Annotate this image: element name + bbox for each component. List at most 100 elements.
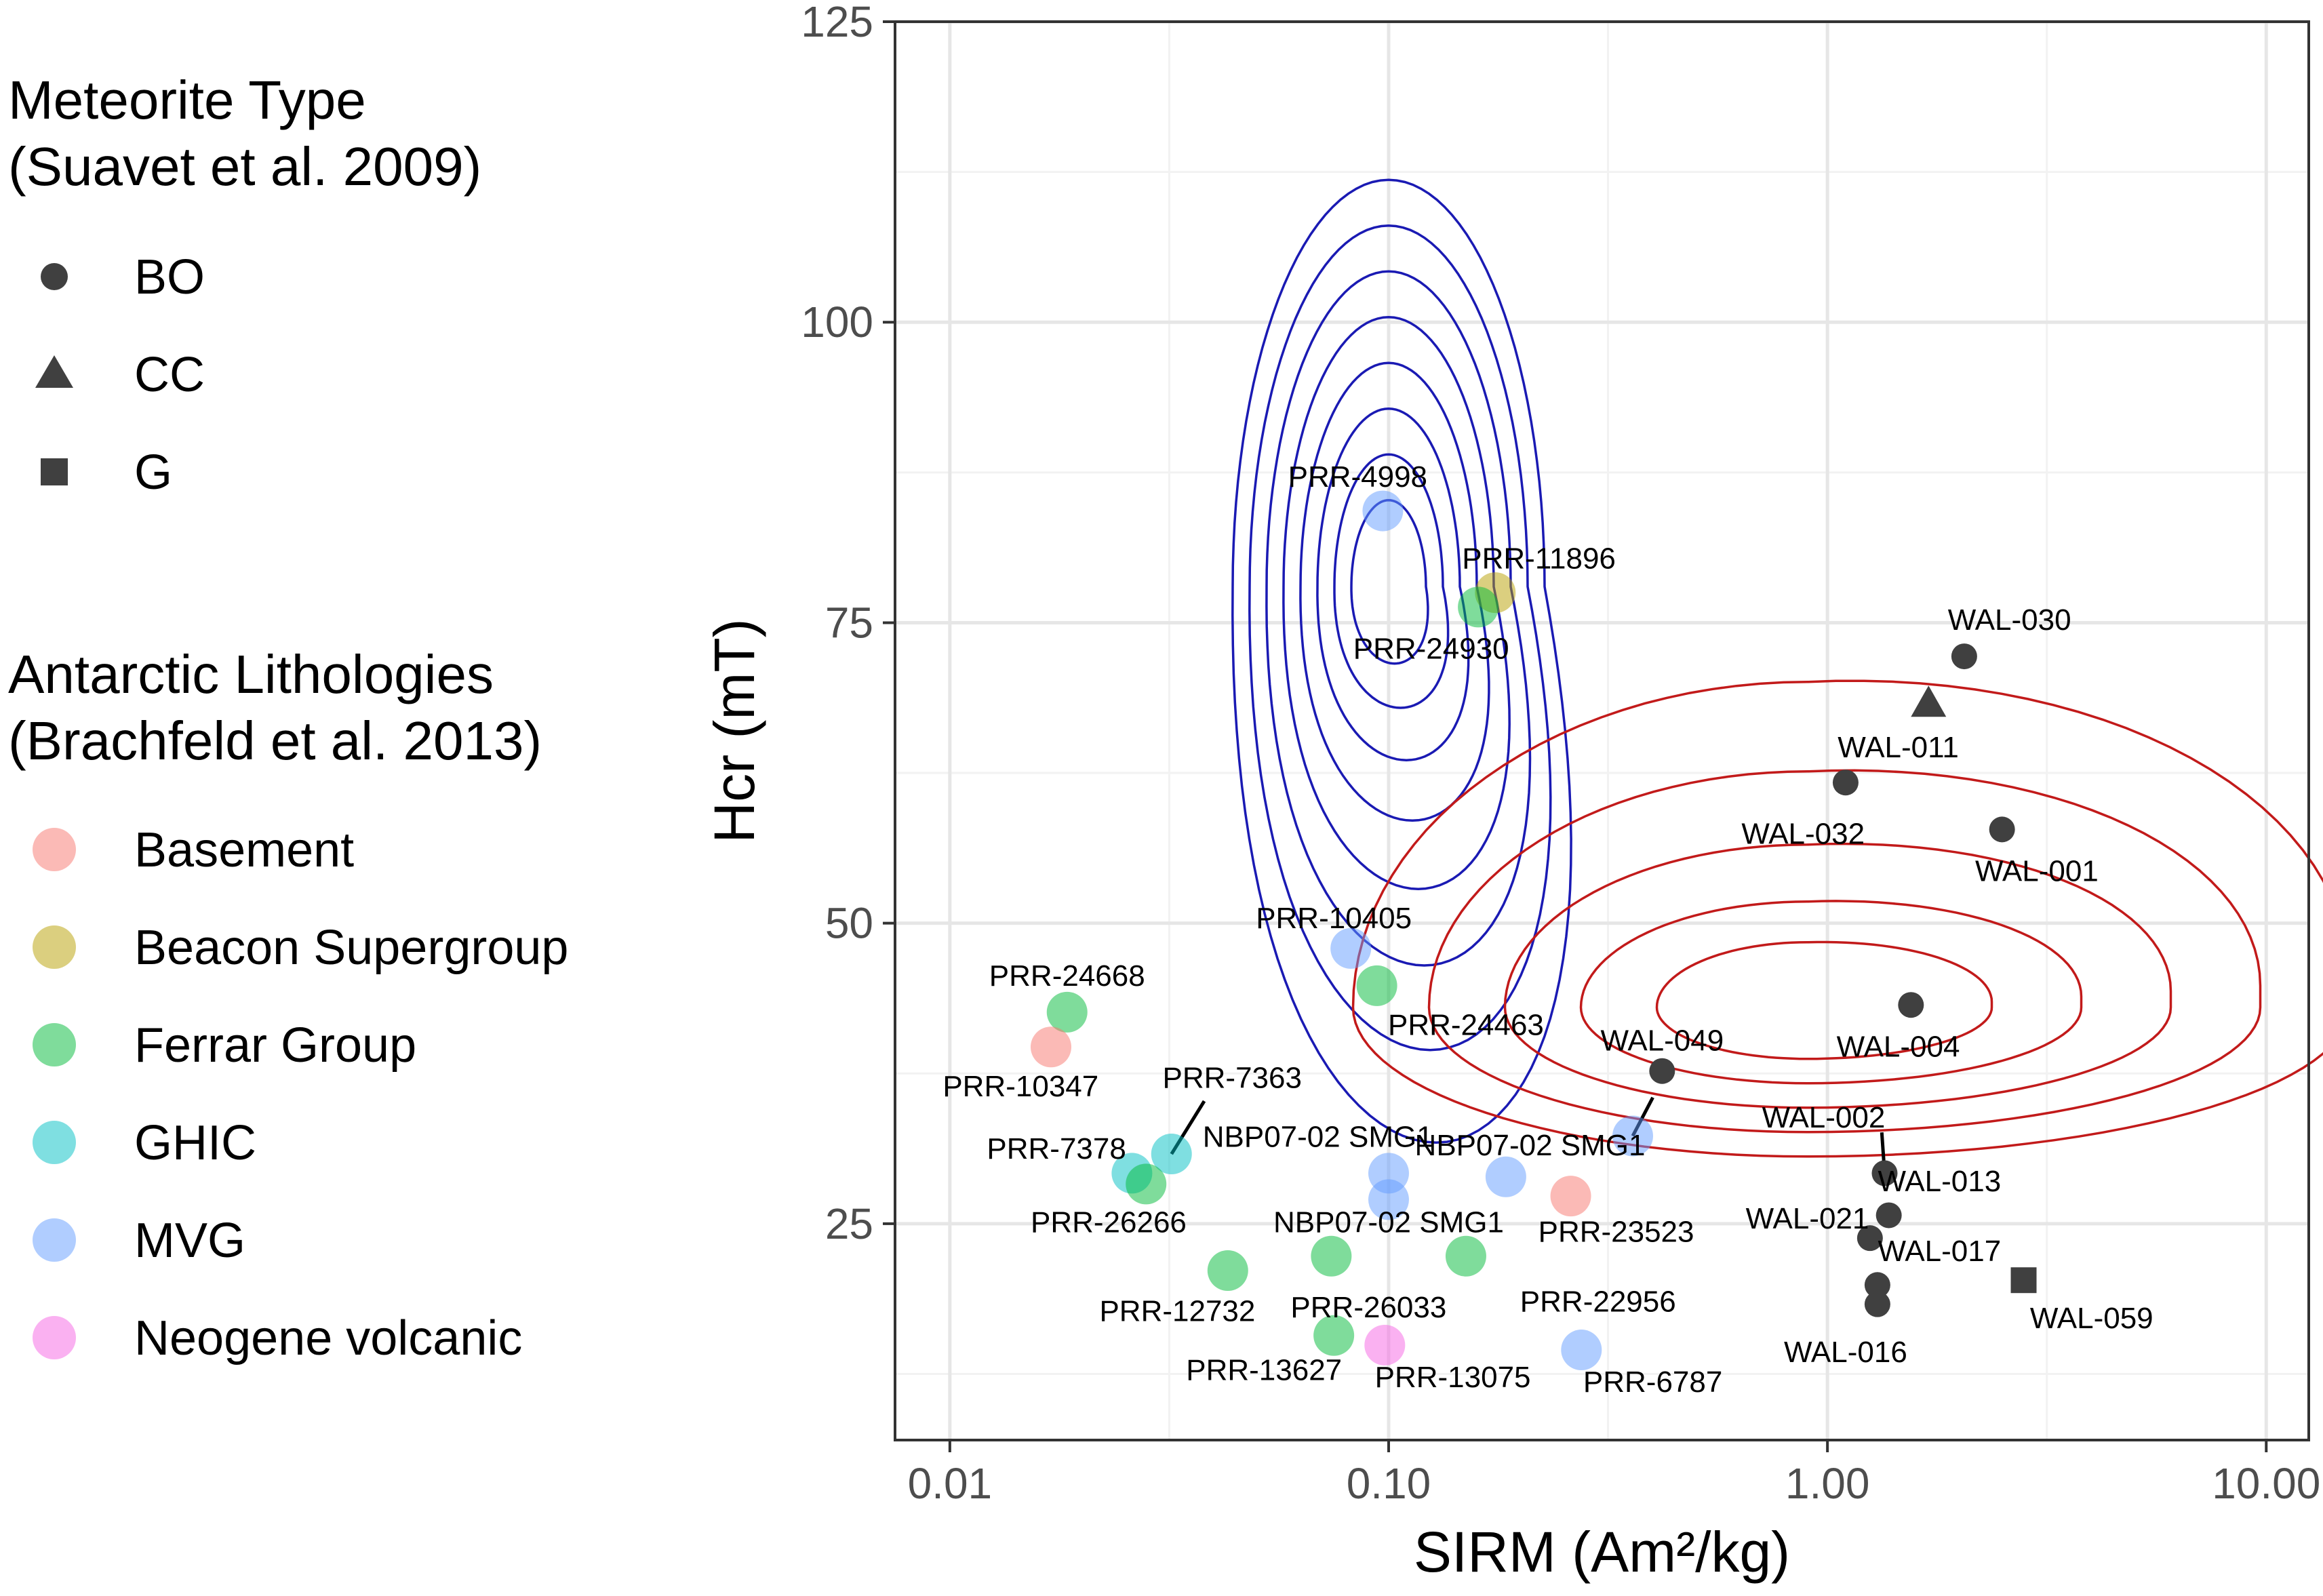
- point-label: NBP07-02 SMG1: [1273, 1205, 1504, 1239]
- point-label: NBP07-02 SMG1: [1203, 1120, 1433, 1153]
- y-tick-label: 50: [825, 899, 873, 948]
- legend-title-meteorite-type: Meteorite Type: [8, 70, 366, 130]
- point-label: PRR-10347: [942, 1070, 1098, 1103]
- lithology-point: [1046, 991, 1088, 1033]
- contour-blue: [1282, 316, 1511, 890]
- point-label: PRR-10405: [1256, 902, 1412, 935]
- point-label: PRR-7363: [1163, 1062, 1302, 1095]
- lithology-point: [1445, 1235, 1486, 1277]
- y-tick-label: 25: [825, 1199, 873, 1248]
- point-label: PRR-7378: [987, 1132, 1126, 1165]
- point-label: WAL-032: [1741, 818, 1865, 851]
- lithology-point: [1126, 1163, 1167, 1205]
- lithology-point: [1313, 1315, 1355, 1356]
- lithology-point: [1356, 965, 1397, 1006]
- legend-key-lithology: [33, 925, 76, 969]
- point-label: NBP07-02 SMG1: [1415, 1129, 1646, 1162]
- point-label: WAL-049: [1600, 1024, 1724, 1058]
- legend-key-lithology: [33, 828, 76, 871]
- axes: 25 50 75 100 125 0.01 0.10 1.00 10.00 SIRM (Am²/k…: [702, 0, 2320, 1584]
- point-label: PRR-26266: [1031, 1205, 1187, 1239]
- legend-label: Basement: [134, 823, 354, 877]
- point-label: PRR-13075: [1375, 1361, 1531, 1394]
- lithology-point: [1368, 1179, 1409, 1220]
- legend-label: Ferrar Group: [134, 1018, 416, 1073]
- legend-key-square: [41, 458, 68, 485]
- lithology-point: [1364, 1324, 1406, 1365]
- y-tick-label: 100: [801, 298, 873, 346]
- legend-label: Neogene volcanic: [134, 1311, 522, 1365]
- y-axis-title: Hcr (mT): [702, 618, 766, 843]
- x-tick-label: 0.10: [1347, 1459, 1431, 1508]
- meteorite-point-bo: [1649, 1058, 1675, 1084]
- point-label: WAL-013: [1878, 1165, 2001, 1198]
- meteorite-point-bo: [1864, 1291, 1890, 1317]
- legend-key-lithology: [33, 1316, 76, 1359]
- point-label: PRR-12732: [1099, 1295, 1255, 1328]
- meteorite-point-bo: [1864, 1272, 1890, 1298]
- legend-label: Beacon Supergroup: [134, 921, 568, 975]
- y-tick-label: 125: [801, 0, 873, 46]
- contour-red: [1655, 940, 1993, 1060]
- point-label: WAL-030: [1948, 603, 2071, 637]
- point-label: WAL-011: [1838, 731, 1959, 764]
- lithology-point: [1362, 490, 1404, 532]
- point-label: WAL-002: [1762, 1101, 1886, 1134]
- legend-title-meteorite-type: (Suavet et al. 2009): [8, 136, 481, 197]
- point-label: PRR-26033: [1290, 1291, 1446, 1324]
- point-label: WAL-016: [1784, 1336, 1907, 1369]
- point-label: WAL-021: [1746, 1202, 1869, 1235]
- point-label: PRR-22956: [1520, 1285, 1676, 1318]
- legend-label: BO: [134, 250, 205, 304]
- point-label: WAL-059: [2030, 1302, 2153, 1335]
- contours: [1231, 178, 2323, 1158]
- x-axis-title: SIRM (Am²/kg): [1414, 1520, 1790, 1584]
- meteorite-point-g: [2010, 1267, 2037, 1294]
- contour-blue: [1350, 499, 1429, 665]
- meteorite-point-bo: [1832, 770, 1859, 796]
- meteorite-point-bo: [1989, 816, 2015, 843]
- point-label: WAL-017: [1878, 1235, 2001, 1268]
- lithology-point: [1030, 1026, 1071, 1068]
- lithology-point: [1151, 1134, 1192, 1175]
- meteorite-point-bo: [1951, 643, 1977, 670]
- point-label: PRR-24930: [1353, 633, 1509, 666]
- contour-red: [1427, 769, 2262, 1134]
- lithology-point: [1311, 1235, 1352, 1277]
- meteorite-point-cc: [1911, 685, 1947, 717]
- lithology-point: [1485, 1156, 1526, 1197]
- legend-key-lithology: [33, 1121, 76, 1164]
- legend-label: G: [134, 445, 172, 500]
- legend-label: GHIC: [134, 1116, 256, 1170]
- plot-border: [894, 20, 2310, 1441]
- contour-blue: [1248, 224, 1552, 1052]
- contour-blue: [1316, 407, 1470, 761]
- meteorite-point-bo: [1875, 1202, 1902, 1229]
- lithology-point: [1207, 1250, 1248, 1292]
- contour-blue: [1299, 361, 1490, 822]
- grid: [895, 20, 2309, 1440]
- contour-blue: [1265, 270, 1532, 967]
- legend-key-lithology: [33, 1023, 76, 1066]
- x-tick-label: 1.00: [1785, 1459, 1870, 1508]
- legend-title-antarctic-lithologies: Antarctic Lithologies: [8, 644, 494, 704]
- lithology-point: [1561, 1330, 1602, 1371]
- point-label: PRR-6787: [1583, 1365, 1722, 1399]
- legend: Meteorite Type(Suavet et al. 2009) BO CC G A…: [8, 70, 568, 1365]
- legend-label: CC: [134, 348, 205, 402]
- lithology-point: [1458, 586, 1499, 628]
- point-label: WAL-001: [1975, 855, 2099, 888]
- point-label: PRR-23523: [1538, 1216, 1694, 1249]
- contour-blue: [1333, 453, 1450, 709]
- data-points: [1030, 490, 2037, 1371]
- meteorite-point-bo: [1871, 1160, 1898, 1186]
- lithology-point: [1612, 1115, 1654, 1157]
- point-label: WAL-004: [1837, 1030, 1960, 1063]
- point-label: PRR-4998: [1288, 460, 1427, 494]
- x-tick-label: 10.00: [2212, 1459, 2320, 1508]
- contour-blue: [1231, 178, 1572, 1144]
- point-label: PRR-11896: [1462, 542, 1616, 576]
- x-tick-label: 0.01: [908, 1459, 993, 1508]
- lithology-point: [1550, 1176, 1591, 1217]
